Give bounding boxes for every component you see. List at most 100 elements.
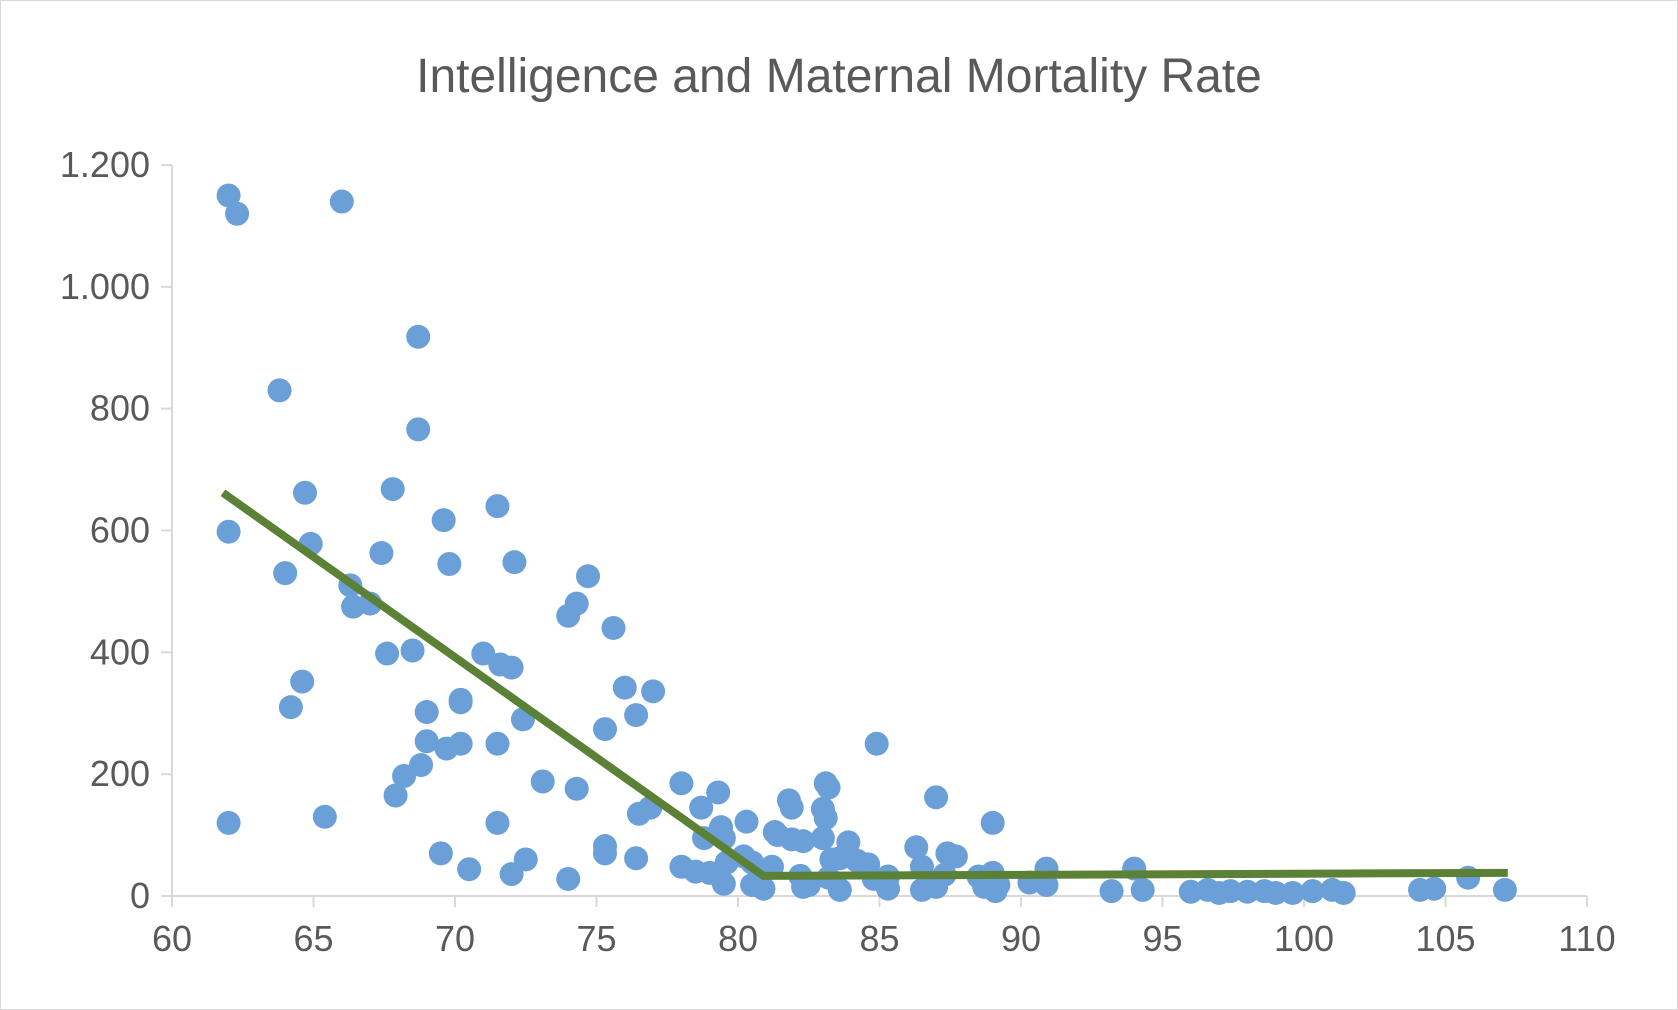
- data-point: [216, 519, 241, 544]
- trend-line-group: [220, 489, 1508, 880]
- data-point: [485, 494, 510, 519]
- trend-line: [220, 489, 1508, 880]
- data-point: [601, 615, 626, 640]
- data-point: [875, 876, 900, 901]
- data-point: [864, 731, 889, 756]
- x-tick-label: 85: [859, 918, 899, 959]
- data-point: [904, 835, 929, 860]
- x-tick-label: 90: [1001, 918, 1041, 959]
- data-point: [816, 775, 841, 800]
- data-point: [409, 753, 434, 778]
- data-point: [612, 675, 637, 700]
- data-point: [414, 700, 439, 725]
- data-point: [457, 857, 482, 882]
- x-tick-label: 75: [576, 918, 616, 959]
- data-point: [216, 810, 241, 835]
- data-point: [414, 729, 439, 754]
- data-point: [383, 783, 408, 808]
- data-point: [1034, 873, 1059, 898]
- data-point: [216, 183, 241, 208]
- data-point: [448, 690, 473, 715]
- data-point: [827, 877, 852, 902]
- data-point: [499, 862, 524, 887]
- x-tick-label: 105: [1415, 918, 1475, 959]
- data-point: [369, 541, 394, 566]
- data-point: [986, 873, 1011, 898]
- x-axis: 60 65 70 75 80 85 90 95 100 105 110: [152, 895, 1616, 959]
- data-point: [273, 561, 298, 586]
- data-point: [329, 189, 354, 214]
- data-point: [437, 552, 462, 577]
- data-point: [924, 785, 949, 810]
- data-point: [810, 826, 835, 851]
- data-point: [485, 810, 510, 835]
- y-axis: 0 200 400 600 800 1.000 1.200: [60, 144, 173, 916]
- data-point: [592, 841, 617, 866]
- data-point: [943, 844, 968, 869]
- data-point: [380, 477, 405, 502]
- data-point: [400, 638, 425, 663]
- data-point: [641, 679, 666, 704]
- data-point: [392, 763, 417, 788]
- data-point: [689, 795, 714, 820]
- data-point: [924, 874, 949, 899]
- chart-title: Intelligence and Maternal Mortality Rate: [416, 50, 1262, 103]
- data-point: [312, 804, 337, 829]
- x-tick-label: 110: [1558, 918, 1615, 959]
- y-tick-label: 800: [90, 388, 150, 429]
- y-tick-label: 400: [90, 631, 150, 672]
- data-point: [499, 655, 524, 680]
- y-tick-label: 1.000: [60, 266, 150, 307]
- data-point: [734, 809, 759, 834]
- data-point: [779, 795, 804, 820]
- data-point: [791, 874, 816, 899]
- data-point: [225, 201, 250, 226]
- data-point: [1422, 876, 1447, 901]
- y-tick-label: 0: [130, 875, 150, 916]
- data-point: [576, 564, 601, 589]
- data-point: [290, 669, 315, 694]
- x-tick-label: 80: [718, 918, 758, 959]
- data-point: [502, 550, 527, 575]
- data-point: [624, 703, 649, 728]
- data-point: [1280, 880, 1305, 905]
- data-point: [1235, 879, 1260, 904]
- x-tick-label: 70: [435, 918, 475, 959]
- data-point: [813, 806, 838, 831]
- data-point: [564, 776, 589, 801]
- data-point: [556, 603, 581, 628]
- data-point: [267, 378, 292, 403]
- data-point: [711, 871, 736, 896]
- x-tick-label: 100: [1274, 918, 1334, 959]
- data-point: [1300, 879, 1325, 904]
- y-tick-label: 600: [90, 510, 150, 551]
- data-point: [293, 480, 318, 505]
- data-point: [669, 771, 694, 796]
- data-point: [1492, 877, 1517, 902]
- data-point: [751, 876, 776, 901]
- data-point: [434, 736, 459, 761]
- data-point: [556, 866, 581, 891]
- data-point: [375, 641, 400, 666]
- x-tick-label: 95: [1142, 918, 1182, 959]
- x-tick-label: 60: [152, 918, 192, 959]
- x-tick-label: 65: [293, 918, 333, 959]
- data-point: [980, 810, 1005, 835]
- y-tick-label: 200: [90, 753, 150, 794]
- data-point: [341, 594, 366, 619]
- data-point: [624, 846, 649, 871]
- data-point: [428, 841, 453, 866]
- scatter-points: [216, 183, 1517, 905]
- data-point: [1263, 880, 1288, 905]
- data-point: [406, 417, 431, 442]
- data-point: [406, 324, 431, 349]
- data-point: [1130, 877, 1155, 902]
- data-point: [471, 641, 496, 666]
- data-point: [592, 717, 617, 742]
- data-point: [706, 780, 731, 805]
- data-point: [791, 829, 816, 854]
- data-point: [1099, 879, 1124, 904]
- data-point: [485, 731, 510, 756]
- data-point: [1218, 879, 1243, 904]
- data-point: [530, 769, 555, 794]
